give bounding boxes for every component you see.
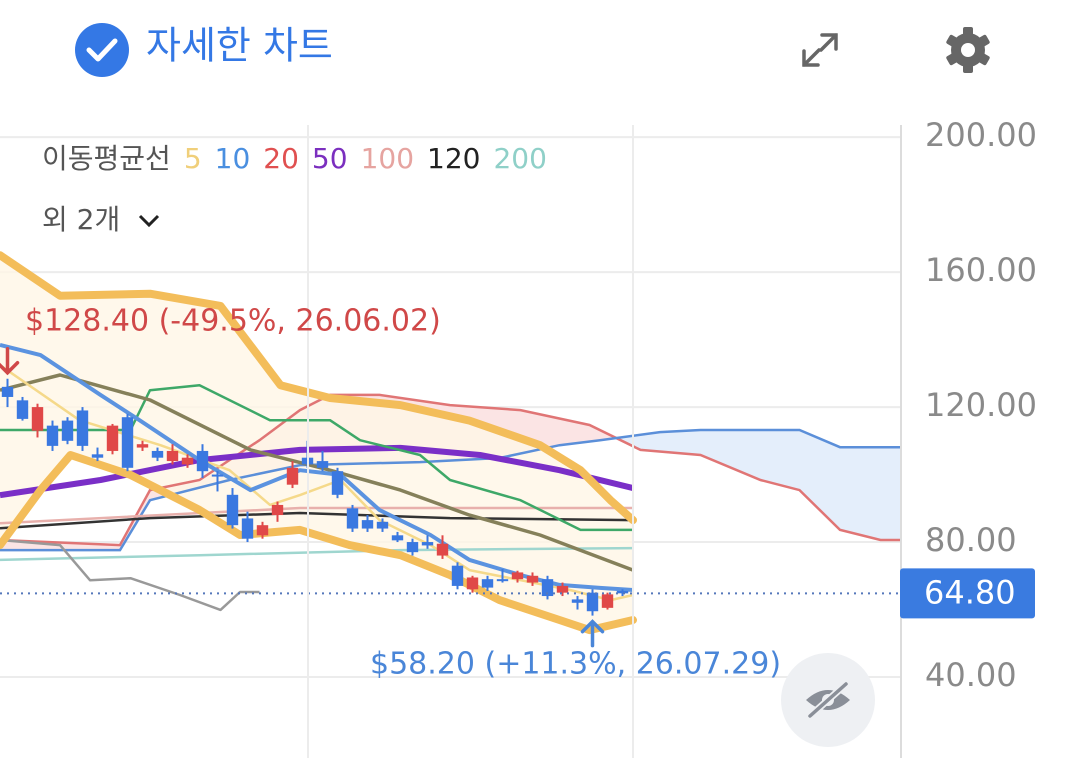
cloud-line bbox=[0, 393, 900, 547]
annotation-arrow bbox=[580, 619, 605, 648]
candle-body bbox=[61, 420, 74, 441]
annotation-arrow bbox=[0, 346, 20, 376]
moving-average bbox=[0, 373, 634, 572]
bollinger-band bbox=[0, 251, 637, 525]
candle-body bbox=[571, 599, 584, 603]
legend-item: 100 bbox=[361, 142, 414, 175]
candle-body bbox=[316, 461, 329, 468]
candle-body bbox=[16, 400, 29, 419]
legend-item: 120 bbox=[427, 142, 480, 175]
candle-body bbox=[586, 592, 599, 612]
candle-body bbox=[406, 542, 419, 553]
band-fill bbox=[0, 255, 633, 631]
chart-title: 자세한 차트 bbox=[146, 24, 333, 68]
vertical-grid bbox=[307, 125, 902, 758]
chevron bbox=[138, 214, 160, 228]
candle-body bbox=[211, 474, 224, 477]
annotation-label: $58.20 (+11.3%, 26.07.29) bbox=[370, 647, 781, 682]
candle-body bbox=[196, 450, 209, 472]
candle-body bbox=[91, 454, 104, 458]
candle-body bbox=[541, 579, 554, 597]
legend-item: 10 bbox=[215, 142, 251, 175]
candle-body bbox=[151, 450, 164, 458]
candle-body bbox=[1, 386, 14, 397]
cloud-line bbox=[0, 428, 900, 552]
check-icon bbox=[75, 23, 129, 77]
candle-body bbox=[106, 425, 119, 451]
more-indicators[interactable]: 외 2개 bbox=[42, 203, 160, 236]
candle-body bbox=[286, 467, 299, 485]
candle-body bbox=[346, 508, 359, 529]
candle-body bbox=[331, 471, 344, 495]
candle-body bbox=[136, 444, 149, 448]
legend-item: 50 bbox=[312, 142, 348, 175]
candle-body bbox=[226, 494, 239, 526]
candle-body bbox=[271, 504, 284, 516]
legend-title: 이동평균선 bbox=[42, 142, 171, 175]
y-tick-label: 200.00 bbox=[925, 116, 1037, 154]
candle-body bbox=[121, 417, 134, 468]
candle-body bbox=[436, 543, 449, 556]
y-tick-label: 40.00 bbox=[925, 656, 1017, 694]
moving-average bbox=[0, 444, 634, 499]
candle-body bbox=[391, 535, 404, 541]
moving-average bbox=[0, 383, 633, 532]
candle-body bbox=[526, 575, 539, 583]
hide-button[interactable] bbox=[781, 653, 875, 747]
check-mark bbox=[86, 38, 118, 62]
moving-average bbox=[0, 506, 633, 525]
moving-average bbox=[0, 546, 634, 562]
legend-more[interactable]: 외 2개 bbox=[42, 203, 120, 236]
price-label: 64.80 bbox=[924, 573, 1016, 611]
candle-body bbox=[616, 590, 629, 594]
overlay: 40.00 80.00 120.00 160.00 200.00 64.80 $128.40… bbox=[0, 116, 1037, 694]
header: 자세한 차트 bbox=[75, 23, 990, 77]
expand-button[interactable] bbox=[802, 33, 838, 67]
y-tick-label: 80.00 bbox=[925, 521, 1017, 559]
candle-body bbox=[181, 457, 194, 465]
legend-item: 20 bbox=[263, 142, 299, 175]
legend-item: 5 bbox=[184, 142, 202, 175]
legend-item: 200 bbox=[493, 142, 546, 175]
candle-body bbox=[466, 577, 479, 590]
candle-body bbox=[76, 410, 89, 446]
y-tick-label: 160.00 bbox=[925, 251, 1037, 289]
plot-area bbox=[0, 136, 900, 679]
candle-body bbox=[376, 521, 389, 529]
candle-body bbox=[481, 579, 494, 588]
price-badge bbox=[900, 568, 1035, 619]
candle-body bbox=[46, 425, 59, 446]
moving-average bbox=[0, 538, 260, 612]
annotation-label: $128.40 (-49.5%, 26.06.02) bbox=[25, 304, 441, 339]
candle-body bbox=[511, 572, 524, 580]
candle-body bbox=[556, 585, 569, 593]
candle-body bbox=[256, 525, 269, 536]
cloud-fill bbox=[610, 430, 900, 540]
candle-body bbox=[601, 594, 614, 608]
candle-body bbox=[166, 450, 179, 462]
moving-average bbox=[0, 511, 634, 530]
candle-body bbox=[241, 518, 254, 539]
candle-body bbox=[421, 542, 434, 546]
bollinger-band bbox=[0, 451, 637, 635]
candle-body bbox=[361, 520, 374, 529]
candle-body bbox=[31, 407, 44, 431]
settings-button[interactable] bbox=[946, 27, 991, 73]
candle-body bbox=[451, 565, 464, 586]
legend: 이동평균선 5 10 20 50 100 120 200 bbox=[42, 142, 547, 175]
y-tick-label: 120.00 bbox=[925, 386, 1037, 424]
legend-text: 이동평균선 5 10 20 50 100 120 200 bbox=[42, 142, 547, 175]
candle-body bbox=[496, 579, 509, 582]
